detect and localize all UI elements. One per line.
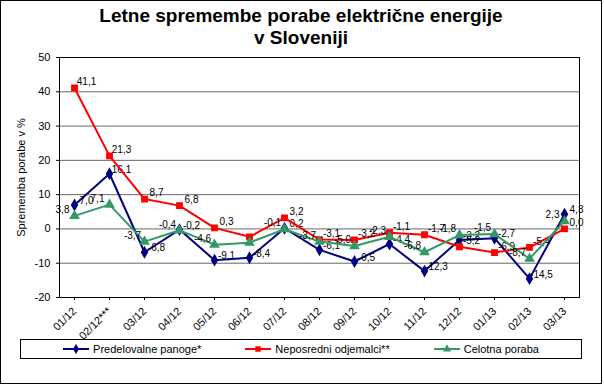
- svg-text:-6,9: -6,9: [497, 240, 516, 252]
- svg-text:08/12: 08/12: [295, 305, 323, 333]
- svg-text:-1,8: -1,8: [439, 223, 457, 234]
- svg-text:-6,8: -6,8: [404, 240, 422, 251]
- svg-text:-10: -10: [35, 257, 51, 269]
- svg-text:-0,1: -0,1: [264, 217, 282, 228]
- svg-text:2,3: 2,3: [546, 209, 560, 220]
- svg-text:21,3: 21,3: [112, 144, 132, 155]
- svg-text:03/13: 03/13: [540, 305, 568, 333]
- svg-text:12/12: 12/12: [435, 305, 463, 333]
- svg-text:-5,0: -5,0: [334, 234, 352, 245]
- svg-text:09/12: 09/12: [330, 305, 358, 333]
- svg-text:-8,4: -8,4: [253, 248, 271, 259]
- svg-text:-6,8: -6,8: [148, 242, 166, 253]
- svg-text:-1,5: -1,5: [474, 222, 492, 233]
- svg-text:-4,6: -4,6: [194, 233, 212, 244]
- svg-text:4,3: 4,3: [570, 204, 584, 215]
- svg-text:-3,7: -3,7: [299, 230, 317, 241]
- svg-text:3,2: 3,2: [290, 206, 304, 217]
- svg-text:6,8: 6,8: [185, 194, 199, 205]
- html-text:Neposredni odjemalci**: Neposredni odjemalci**: [275, 343, 390, 355]
- svg-text:-14,5: -14,5: [530, 269, 553, 280]
- svg-text:20: 20: [38, 154, 50, 166]
- svg-text:10: 10: [38, 188, 50, 200]
- svg-text:7,0: 7,0: [79, 195, 94, 207]
- svg-text:-5,2: -5,2: [463, 235, 481, 246]
- svg-text:41,1: 41,1: [77, 76, 97, 87]
- svg-text:01/13: 01/13: [470, 305, 498, 333]
- svg-text:-2,7: -2,7: [497, 228, 516, 240]
- svg-text:-0,4: -0,4: [159, 219, 177, 230]
- html-text:Letne spremembe porabe elektri: Letne spremembe porabe električne energi…: [99, 5, 503, 26]
- svg-text:-9,5: -9,5: [358, 252, 376, 263]
- svg-text:8,7: 8,7: [150, 187, 164, 198]
- svg-text:16,1: 16,1: [111, 163, 132, 175]
- html-text:v Sloveniji: v Sloveniji: [254, 27, 348, 48]
- html-text:Celotna poraba: Celotna poraba: [463, 343, 539, 355]
- svg-text:-6,1: -6,1: [322, 240, 341, 251]
- svg-text:03/12: 03/12: [120, 305, 148, 333]
- svg-text:-8,7: -8,7: [509, 247, 527, 258]
- svg-text:-3,2: -3,2: [357, 228, 376, 240]
- svg-text:0,3: 0,3: [220, 216, 234, 227]
- svg-text:-5,4: -5,4: [532, 235, 551, 247]
- svg-text:0: 0: [44, 222, 50, 234]
- svg-text:3,8: 3,8: [56, 204, 70, 215]
- svg-text:-4,4: -4,4: [392, 234, 411, 246]
- svg-text:-20: -20: [35, 291, 51, 303]
- svg-text:06/12: 06/12: [225, 305, 253, 333]
- svg-text:07/12: 07/12: [260, 305, 288, 333]
- svg-text:-12,3: -12,3: [425, 261, 448, 272]
- svg-text:-0,2: -0,2: [183, 220, 201, 231]
- svg-text:01/12: 01/12: [50, 305, 78, 333]
- svg-text:-3,1: -3,1: [322, 227, 341, 239]
- svg-text:11/12: 11/12: [401, 305, 428, 332]
- svg-text:7,1: 7,1: [91, 193, 105, 204]
- svg-text:-1,7: -1,7: [427, 223, 446, 234]
- svg-text:05/12: 05/12: [190, 305, 218, 333]
- svg-text:-2,3: -2,3: [369, 225, 387, 236]
- svg-text:0,2: 0,2: [289, 218, 304, 230]
- svg-text:Sprememba porabe v %: Sprememba porabe v %: [15, 118, 27, 237]
- svg-text:02/12***: 02/12***: [76, 304, 114, 339]
- svg-text:0,0: 0,0: [570, 217, 584, 228]
- svg-text:02/13: 02/13: [505, 305, 533, 333]
- svg-text:-1,1: -1,1: [393, 221, 411, 232]
- svg-text:50: 50: [38, 51, 50, 63]
- svg-text:10/12: 10/12: [365, 305, 393, 333]
- svg-text:-9,1: -9,1: [218, 250, 236, 261]
- svg-text:-3,7: -3,7: [124, 230, 142, 241]
- svg-text:04/12: 04/12: [155, 305, 183, 333]
- svg-text:30: 30: [38, 120, 50, 132]
- html-text:Predelovalne panoge*: Predelovalne panoge*: [93, 343, 202, 355]
- svg-text:40: 40: [38, 85, 50, 97]
